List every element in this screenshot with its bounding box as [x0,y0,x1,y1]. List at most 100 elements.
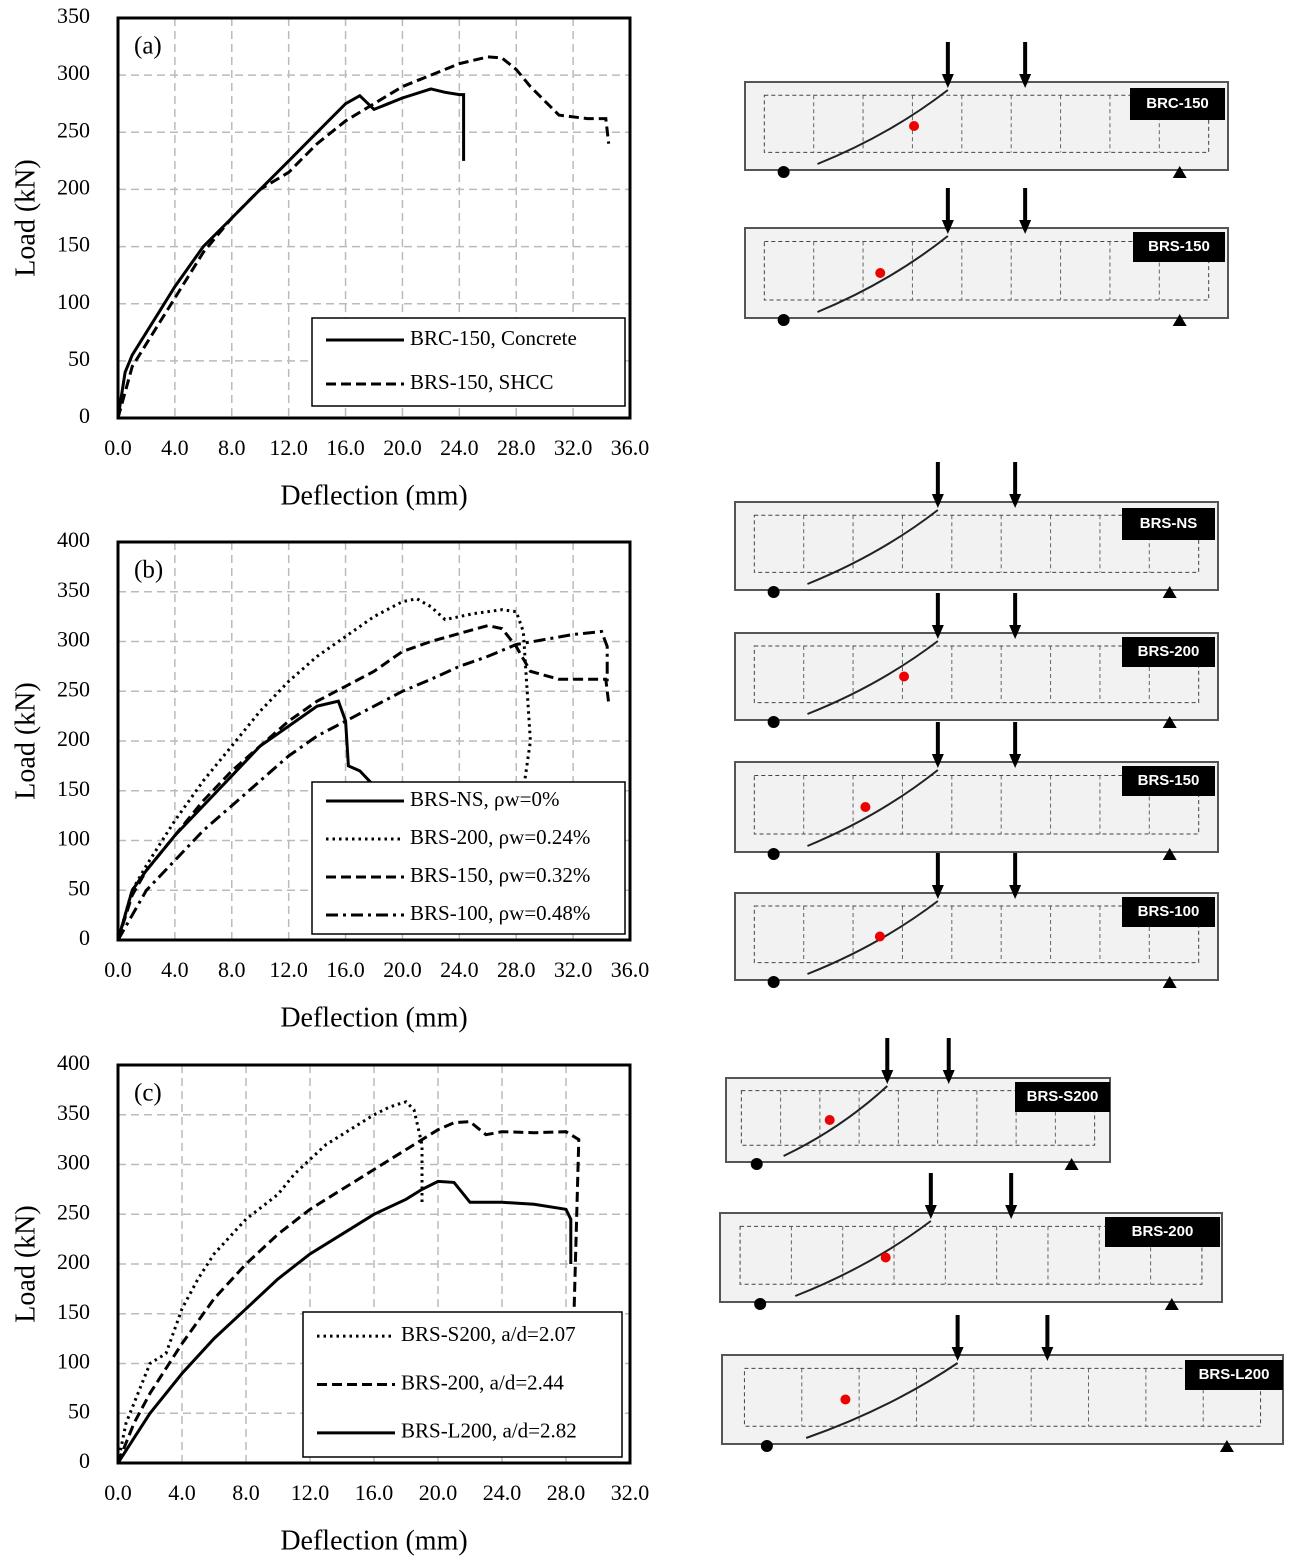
crack-marker [874,931,885,942]
y-tick-label: 150 [57,776,90,801]
arrow-head [924,1205,937,1219]
specimen-label: BRS-150 [1138,772,1200,789]
label-box [1122,766,1215,796]
legend-label: BRS-200, ρw=0.24% [410,825,590,849]
arrow-head [931,885,944,899]
data-line [116,629,609,941]
roller-support [1162,848,1177,860]
arrow-head [941,220,954,234]
y-tick-label: 300 [57,1150,90,1175]
x-tick-label: 4.0 [168,1480,196,1505]
pin-support [754,1298,767,1310]
label-box [1122,897,1215,927]
x-tick-label: 0.0 [104,1480,132,1505]
legend-label: BRS-150, ρw=0.32% [410,863,590,887]
arrow-head [951,1347,964,1361]
data-line [116,1120,581,1464]
x-tick-label: 16.0 [355,1480,394,1505]
reinforcement-outline [740,1090,1096,1146]
x-axis-label: Deflection (mm) [280,1002,467,1033]
y-tick-label: 400 [57,1050,90,1075]
y-tick-label: 100 [57,1349,90,1374]
crack [805,1362,959,1439]
label-box [1015,1082,1110,1112]
x-tick-label: 20.0 [383,957,422,982]
specimen-label: BRS-150 [1148,238,1210,255]
specimen-label: BRS-100 [1138,903,1200,920]
reinforcement-outline [753,775,1200,835]
panel-label: (b) [134,557,163,584]
x-tick-label: 20.0 [383,435,422,460]
reinforcement-outline [739,1225,1203,1285]
legend-box [311,317,626,407]
legend-label: BRS-S200, a/d=2.07 [401,1322,576,1346]
x-tick-label: 20.0 [419,1480,458,1505]
x-tick-label: 8.0 [232,1480,260,1505]
crack [807,509,939,585]
label-box [1122,637,1215,667]
y-tick-label: 150 [57,232,90,257]
crack-marker [860,802,871,812]
label-box [1130,88,1225,120]
y-tick-label: 250 [57,1199,90,1224]
pin-support [767,976,780,988]
x-tick-label: 8.0 [218,957,246,982]
crack-marker [880,1252,891,1263]
crack [817,89,949,165]
arrow-head [1009,625,1022,639]
x-tick-label: 24.0 [440,957,479,982]
y-tick-label: 350 [57,1100,90,1125]
y-tick-label: 350 [57,3,90,28]
x-tick-label: 36.0 [611,957,650,982]
crack [807,900,939,975]
specimen-label: BRS-S200 [1027,1088,1099,1105]
y-tick-label: 50 [68,875,90,900]
legend-box [311,781,626,935]
y-tick-label: 300 [57,627,90,652]
arrow-head [881,1070,894,1084]
roller-support [1164,1298,1179,1310]
roller-support [1172,314,1187,326]
arrow-head [941,74,954,88]
y-tick-label: 50 [68,346,90,371]
crack [783,1085,888,1157]
label-box [1105,1217,1220,1247]
x-tick-label: 16.0 [326,957,365,982]
reinforcement-outline [763,94,1210,153]
plot-frame [116,16,632,420]
arrow-head [1041,1347,1054,1361]
reinforcement-outline [753,905,1200,964]
x-tick-label: 4.0 [161,435,189,460]
label-box [1122,508,1215,540]
x-tick-label: 36.0 [611,435,650,460]
y-tick-label: 0 [79,925,90,950]
legend-label: BRC-150, Concrete [410,326,577,350]
x-tick-label: 8.0 [218,435,246,460]
arrow-head [1009,885,1022,899]
reinforcement-outline [763,241,1210,301]
pin-support [750,1158,763,1170]
crack [807,640,939,715]
specimen-label: BRC-150 [1146,95,1209,112]
crack [807,769,939,847]
arrow-head [942,1070,955,1084]
legend-label: BRS-L200, a/d=2.82 [401,1419,577,1443]
x-tick-label: 32.0 [611,1480,650,1505]
y-tick-label: 150 [57,1299,90,1324]
arrow-head [1019,74,1032,88]
crack [794,1220,932,1297]
label-box [1133,232,1225,262]
arrow-head [1019,220,1032,234]
beam-photo [734,892,1219,981]
pin-support [777,314,790,326]
arrow-head [1005,1205,1018,1219]
x-tick-label: 12.0 [269,435,308,460]
panel-label: (c) [134,1080,162,1107]
data-line [116,624,611,941]
x-tick-label: 24.0 [440,435,479,460]
x-tick-label: 32.0 [554,435,593,460]
pin-support [767,586,780,598]
y-axis-label: Load (kN) [10,1205,41,1322]
arrow-head [931,754,944,768]
y-tick-label: 300 [57,60,90,85]
